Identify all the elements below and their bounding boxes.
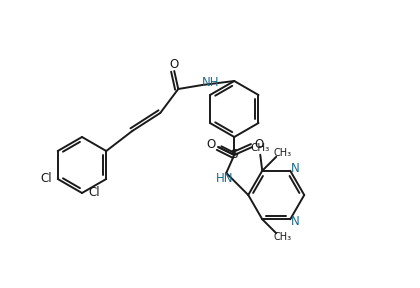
Text: Cl: Cl [88,187,100,200]
Text: NH: NH [202,77,219,90]
Text: N: N [291,215,299,228]
Text: CH₃: CH₃ [273,232,291,242]
Text: S: S [231,149,238,162]
Text: CH₃: CH₃ [251,143,270,153]
Text: Cl: Cl [40,173,52,185]
Text: O: O [207,139,216,151]
Text: CH₃: CH₃ [273,148,291,158]
Text: HN: HN [215,173,233,185]
Text: O: O [170,58,179,71]
Text: O: O [255,139,264,151]
Text: N: N [291,162,299,175]
